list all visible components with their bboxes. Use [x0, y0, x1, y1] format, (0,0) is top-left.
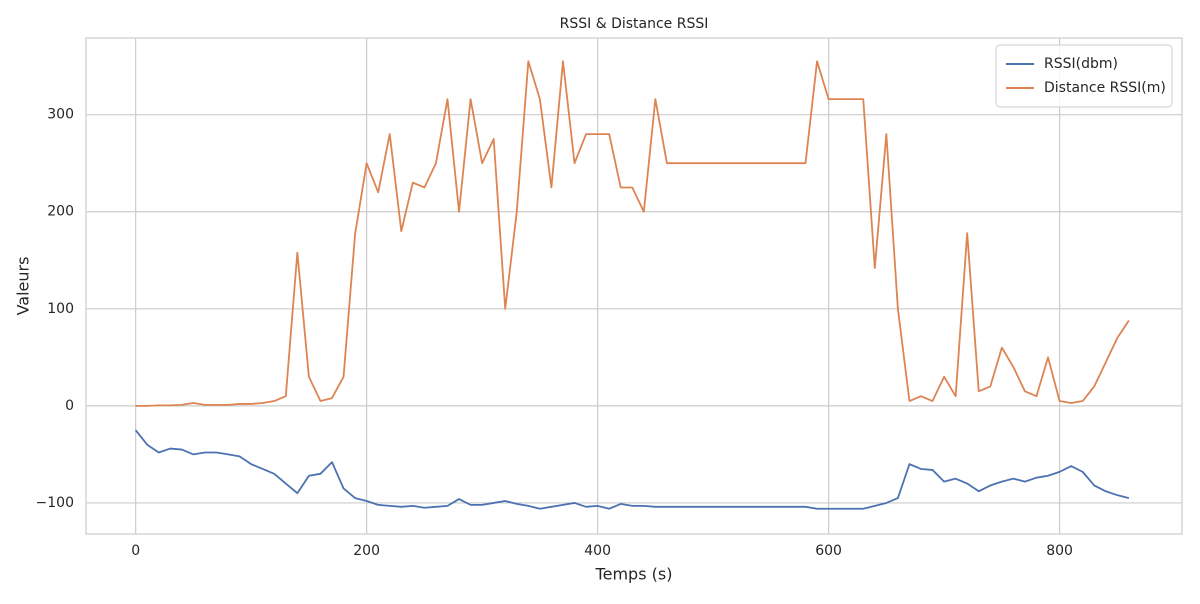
- x-tick-label: 800: [1046, 543, 1073, 559]
- lines: [134, 60, 1130, 510]
- legend-label: Distance RSSI(m): [1044, 80, 1166, 96]
- plot-area: [85, 37, 1183, 535]
- x-tick-label: 600: [815, 543, 842, 559]
- x-axis-label: Temps (s): [595, 565, 673, 584]
- legend-label: RSSI(dbm): [1044, 56, 1118, 72]
- legend: RSSI(dbm) Distance RSSI(m): [995, 44, 1173, 108]
- y-tick-label: 0: [65, 398, 74, 414]
- y-tick-label: 100: [47, 301, 74, 317]
- grid: [86, 38, 1182, 534]
- y-tick-label: −100: [36, 495, 74, 511]
- x-tick-label: 0: [131, 543, 140, 559]
- y-axis-label: Valeurs: [14, 257, 33, 316]
- chart-title: RSSI & Distance RSSI: [560, 16, 709, 32]
- series-line: [135, 60, 1130, 407]
- series-line: [134, 429, 1130, 510]
- legend-box: [995, 44, 1173, 108]
- y-tick-label: 300: [47, 107, 74, 123]
- y-tick-label: 200: [47, 204, 74, 220]
- x-tick-label: 200: [353, 543, 380, 559]
- x-tick-label: 400: [584, 543, 611, 559]
